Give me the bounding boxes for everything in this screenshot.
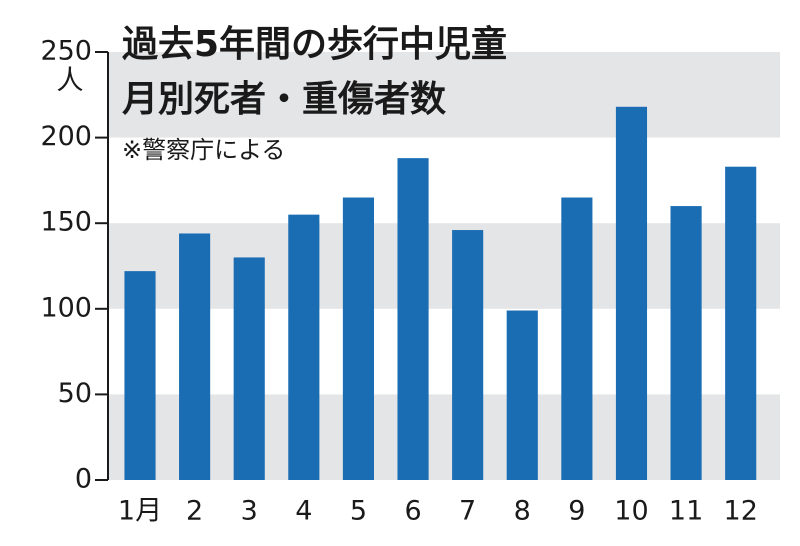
grid-band <box>108 52 780 138</box>
grid-band <box>108 223 780 309</box>
chart-title: 月別死者・重傷者数 <box>122 79 446 120</box>
bar <box>506 310 538 480</box>
x-tick-label: 10 <box>614 496 648 527</box>
mark-layer <box>95 51 757 481</box>
band-layer <box>108 52 780 480</box>
y-tick-label: 150 <box>40 207 92 238</box>
bar <box>179 233 211 480</box>
x-tick-label: 8 <box>514 496 531 527</box>
x-tick-label: 2 <box>186 496 203 527</box>
y-tick-label: 100 <box>40 292 92 323</box>
y-tick-label: 200 <box>40 121 92 152</box>
bar <box>233 257 265 480</box>
x-tick-label: 4 <box>295 496 312 527</box>
bar <box>342 197 375 480</box>
x-tick-label: 5 <box>350 496 367 527</box>
x-tick-label: 7 <box>459 496 476 527</box>
x-tick-label: 11 <box>669 496 703 527</box>
bar <box>561 197 593 480</box>
grid-band <box>108 394 780 480</box>
bar <box>452 230 484 480</box>
x-tick-label: 6 <box>404 496 421 527</box>
x-tick-label: 3 <box>241 496 258 527</box>
y-tick-label: 0 <box>75 464 92 495</box>
chart-title: 過去5年間の歩行中児童 <box>122 23 507 65</box>
y-tick-label: 250 <box>40 36 92 67</box>
bar <box>725 166 757 481</box>
x-tick-label: 9 <box>568 496 585 527</box>
bar <box>124 271 156 480</box>
x-tick-label: 1月 <box>118 496 162 527</box>
bar <box>670 206 702 480</box>
bar <box>288 214 320 480</box>
y-unit: 人 <box>57 66 84 97</box>
x-tick-label: 12 <box>724 496 758 527</box>
bar <box>615 106 648 480</box>
y-tick-label: 50 <box>58 378 92 409</box>
bar <box>397 158 429 481</box>
chart-subtitle: ※警察庁による <box>122 136 285 164</box>
